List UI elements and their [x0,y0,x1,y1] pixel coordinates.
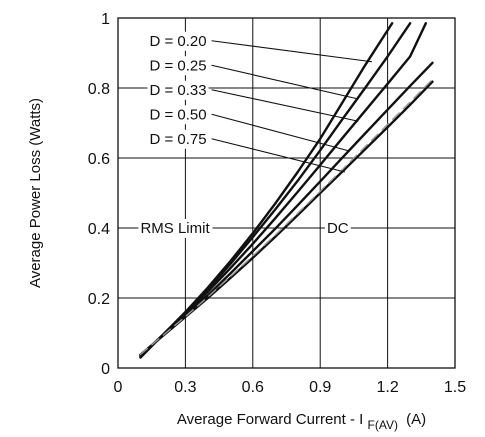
y-tick-label-1: 0.2 [88,291,110,308]
annotation-label-4: D = 0.75 [149,131,206,148]
x-tick-label-1: 0.3 [174,379,196,396]
annotation-label-bg-1 [147,56,209,76]
x-axis-title-main: Average Forward Current - I [177,411,363,428]
annotation-leader-0 [211,40,372,63]
annotation-label-1: D = 0.25 [149,57,206,74]
x-axis-title-subscript: F(AV) [368,418,398,432]
x-tick-label-3: 0.9 [309,379,331,396]
y-tick-label-3: 0.6 [88,151,110,168]
series-line-dc [139,78,434,356]
y-tick-label-2: 0.4 [88,221,110,238]
y-axis-title: Average Power Loss (Watts) [27,98,44,288]
y-tick-label-4: 0.8 [88,81,110,98]
annotation-label-2: D = 0.33 [149,82,206,99]
annotation-label-bg-5 [138,219,213,238]
x-axis-title: Average Forward Current - I F(AV) (A) [177,411,426,433]
series-line-d-0-50 [139,61,434,357]
x-tick-label-0: 0 [114,379,123,396]
annotation-label-0: D = 0.20 [149,33,206,50]
x-tick-label-5: 1.5 [444,379,466,396]
x-tick-label-2: 0.6 [242,379,264,396]
annotation-label-bg-4 [147,129,209,149]
annotation-label-5: RMS Limit [140,220,210,237]
tick-labels: 0 0.3 0.6 0.9 1.2 1.5 0 0.2 0.4 0.6 0.8 1 [88,11,466,396]
annotation-leader-3 [211,113,350,152]
plot-frame [117,17,456,369]
y-tick-label-0: 0 [101,361,110,378]
annotation-leader-2 [211,89,359,122]
annotation-label-bg-2 [147,80,209,100]
x-tick-label-4: 1.2 [376,379,398,396]
annotation-leader-1 [211,64,357,100]
y-tick-label-5: 1 [101,11,110,28]
annotation-label-3: D = 0.50 [149,106,206,123]
x-axis-title-unit: (A) [406,411,426,428]
annotation-label-bg-3 [147,105,209,125]
series-line-d-0-33 [139,22,427,358]
annotation-label-bg-0 [147,31,209,51]
annotation-label-6: DC [327,220,349,237]
annotation-label-bg-6 [324,219,351,238]
annotations: D = 0.20 D = 0.25 D = 0.33 D = 0.50 D = 0.75… [138,31,411,238]
annotation-leader-4 [211,138,346,173]
